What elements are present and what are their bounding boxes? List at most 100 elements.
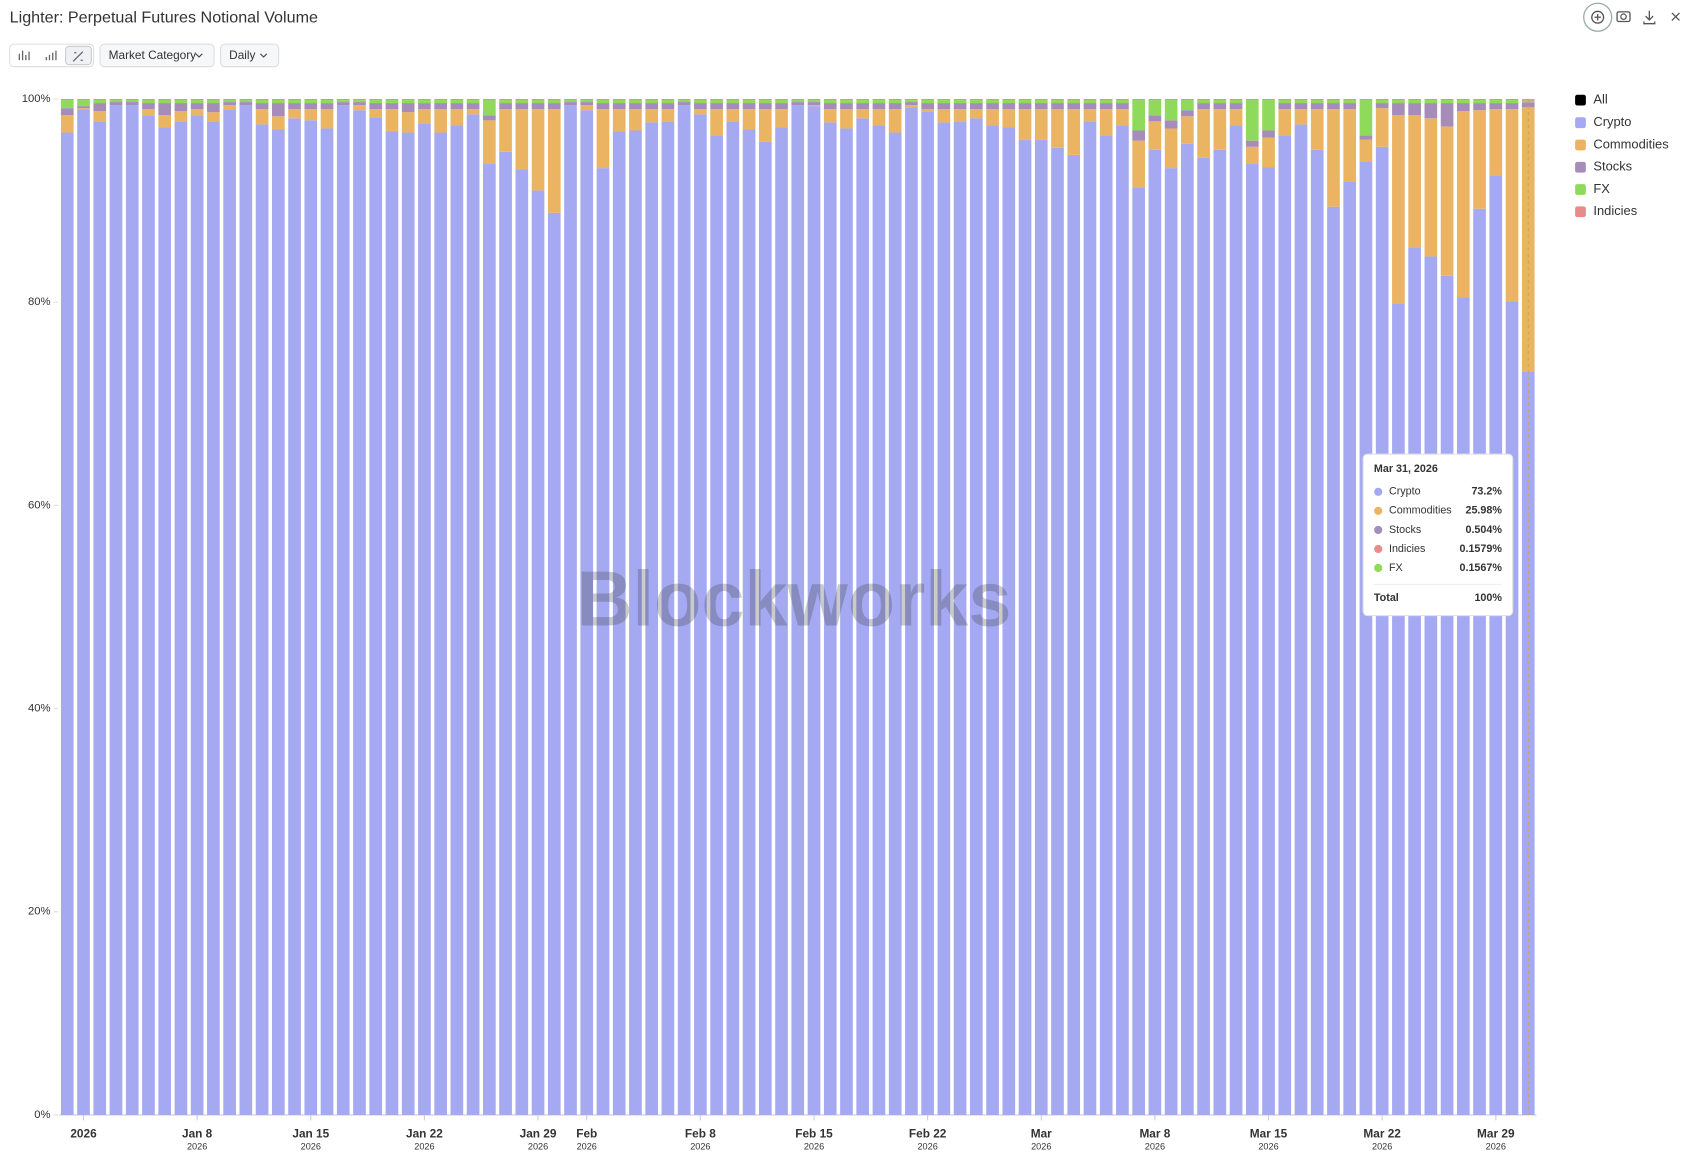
bar-segment xyxy=(418,109,431,124)
bar-segment xyxy=(1343,103,1357,110)
x-tick-label: Mar 8 xyxy=(1139,1126,1170,1140)
close-button[interactable] xyxy=(1671,12,1680,21)
x-tick-year: 2026 xyxy=(1031,1142,1051,1152)
interval-dropdown[interactable] xyxy=(220,43,280,68)
bar-segment xyxy=(109,105,123,1115)
bar-segment xyxy=(1116,103,1129,110)
dropdown-arrow xyxy=(259,53,268,58)
tooltip-name: Commodities xyxy=(1389,505,1452,517)
bar-segment xyxy=(255,103,269,110)
bar-segment xyxy=(1181,110,1194,117)
bar-segment xyxy=(125,99,139,101)
bar-segment xyxy=(1083,121,1097,1115)
bar-segment xyxy=(872,103,886,110)
bar-segment xyxy=(791,99,805,101)
bar-segment xyxy=(1343,99,1357,101)
bar-segment xyxy=(758,100,772,104)
bar-segment xyxy=(1213,103,1227,110)
bar-segment xyxy=(336,105,350,1115)
bar-segment xyxy=(434,100,447,104)
bar-segment xyxy=(856,103,870,110)
bar-segment xyxy=(142,115,155,1115)
bar-segment xyxy=(1375,99,1389,101)
bar-segment xyxy=(1051,99,1064,101)
bar-segment xyxy=(1099,100,1113,104)
bar-segment xyxy=(1132,140,1145,188)
bar-segment xyxy=(872,125,886,1115)
bar-segment xyxy=(888,99,902,101)
bar-segment xyxy=(856,100,870,104)
bar-segment xyxy=(93,103,107,112)
bar-segment xyxy=(905,100,918,103)
legend-swatch xyxy=(1575,117,1586,129)
bar-segment xyxy=(970,103,983,110)
bar-segment xyxy=(174,99,188,101)
bar-segment xyxy=(547,103,561,110)
bar-segment xyxy=(304,99,318,101)
legend-swatch xyxy=(1575,206,1586,218)
bar-segment xyxy=(499,99,512,101)
bar-segment xyxy=(369,109,383,118)
bar-segment xyxy=(1424,99,1438,101)
legend-label: Crypto xyxy=(1593,114,1631,129)
bar-segment xyxy=(174,121,188,1115)
bar-segment xyxy=(60,100,74,109)
bar-segment xyxy=(1099,103,1113,110)
bar-segment xyxy=(1392,115,1405,304)
bar-segment xyxy=(1408,103,1421,116)
bar-segment xyxy=(807,100,821,103)
tooltip-value: 0.504% xyxy=(1465,524,1502,536)
x-tick-year: 2026 xyxy=(917,1142,937,1152)
bar-segment xyxy=(1148,149,1162,1115)
watermark: Blockworks xyxy=(577,556,1012,642)
x-tick-label: Mar 15 xyxy=(1250,1126,1288,1140)
bar-segment xyxy=(580,100,594,103)
bar-segment xyxy=(77,109,90,1115)
tooltip-dot xyxy=(1374,563,1383,573)
group-dropdown-label: Market Category xyxy=(109,48,197,62)
bar-segment xyxy=(142,109,155,116)
bar-segment xyxy=(1099,109,1113,136)
bar-segment xyxy=(953,121,967,1115)
bar-segment xyxy=(450,100,464,104)
bar-segment xyxy=(353,110,366,1115)
legend-label: All xyxy=(1593,91,1607,106)
bar-segment xyxy=(677,100,691,103)
bar-segment xyxy=(840,128,853,1115)
bar-segment xyxy=(434,99,447,101)
bar-segment xyxy=(1262,167,1275,1115)
bar-segment xyxy=(1473,100,1486,104)
bar-segment xyxy=(1099,135,1113,1115)
bar-segment xyxy=(1051,103,1064,110)
bar-segment xyxy=(1132,99,1145,101)
bar-segment xyxy=(483,164,496,1115)
bar-segment xyxy=(1262,137,1275,168)
bar-segment xyxy=(872,99,886,101)
bar-segment xyxy=(921,99,934,101)
tooltip-dot xyxy=(1374,506,1383,515)
chart-title: Lighter: Perpetual Futures Notional Volu… xyxy=(10,9,318,27)
bar-segment xyxy=(77,106,90,109)
bar-segment xyxy=(223,99,236,101)
download-button[interactable] xyxy=(1643,10,1656,25)
x-tick-label: 2026 xyxy=(70,1126,97,1140)
bar-segment xyxy=(401,100,415,104)
snapshot-button[interactable] xyxy=(1616,11,1631,23)
bar-segment xyxy=(742,103,756,110)
bar-segment xyxy=(320,103,334,110)
x-tick-label: Feb 15 xyxy=(795,1126,833,1140)
bar-segment xyxy=(888,109,902,133)
bar-segment xyxy=(1262,100,1275,131)
bar-segment xyxy=(1375,103,1389,109)
bar-segment xyxy=(1521,107,1535,372)
bar-segment xyxy=(466,99,480,101)
bar-segment xyxy=(612,103,626,110)
bar-segment xyxy=(60,99,74,101)
tooltip-box xyxy=(1362,453,1514,617)
bar-segment xyxy=(694,100,707,104)
bar-segment xyxy=(1456,99,1470,101)
group-dropdown[interactable] xyxy=(99,43,215,68)
bar-segment xyxy=(1083,100,1097,104)
bar-segment xyxy=(142,99,155,101)
bar-segment xyxy=(840,100,853,104)
